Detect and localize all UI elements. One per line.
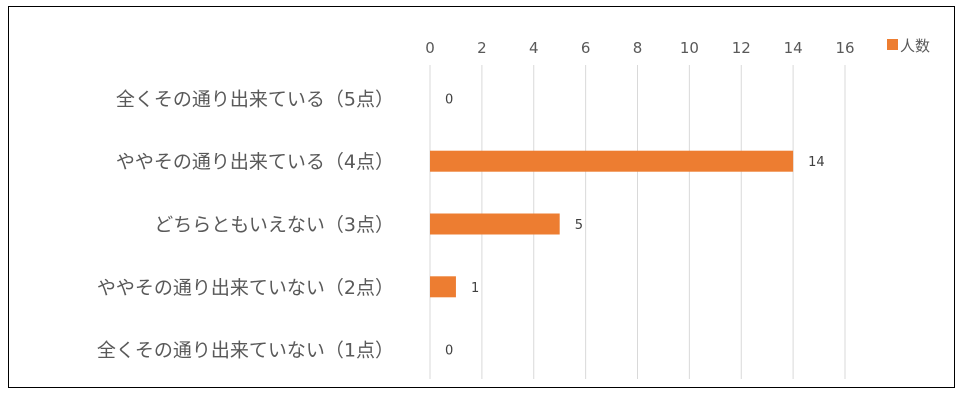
x-tick-label-2: 2 — [477, 39, 487, 57]
legend-swatch — [887, 39, 898, 50]
x-tick-label-6: 6 — [581, 39, 591, 57]
x-tick-label-0: 0 — [425, 39, 435, 57]
data-label: 1 — [471, 281, 479, 296]
chart-frame: 0 2 4 6 8 10 12 14 16 全くその通り出来ている（5点） 0 ややその通り出来ている… — [8, 6, 955, 388]
x-tick-label-8: 8 — [633, 39, 643, 57]
data-label: 14 — [808, 155, 825, 170]
data-label: 0 — [445, 92, 453, 107]
x-tick-label-14: 14 — [784, 39, 803, 57]
x-tick-label-4: 4 — [529, 39, 539, 57]
category-label: 全くその通り出来ていない（1点） — [97, 340, 394, 362]
data-label: 5 — [575, 218, 583, 233]
data-label: 0 — [445, 344, 453, 359]
bar — [430, 150, 794, 172]
x-tick-label-12: 12 — [732, 39, 751, 57]
bar — [430, 276, 456, 298]
category-label: ややその通り出来ていない（2点） — [97, 277, 394, 299]
category-label: 全くその通り出来ている（5点） — [116, 88, 394, 110]
x-tick-label-16: 16 — [835, 39, 854, 57]
x-tick-label-10: 10 — [680, 39, 699, 57]
category-label: ややその通り出来ている（4点） — [116, 151, 394, 173]
legend-label: 人数 — [900, 37, 930, 55]
category-label: どちらともいえない（3点） — [154, 214, 394, 236]
bar — [430, 213, 560, 235]
